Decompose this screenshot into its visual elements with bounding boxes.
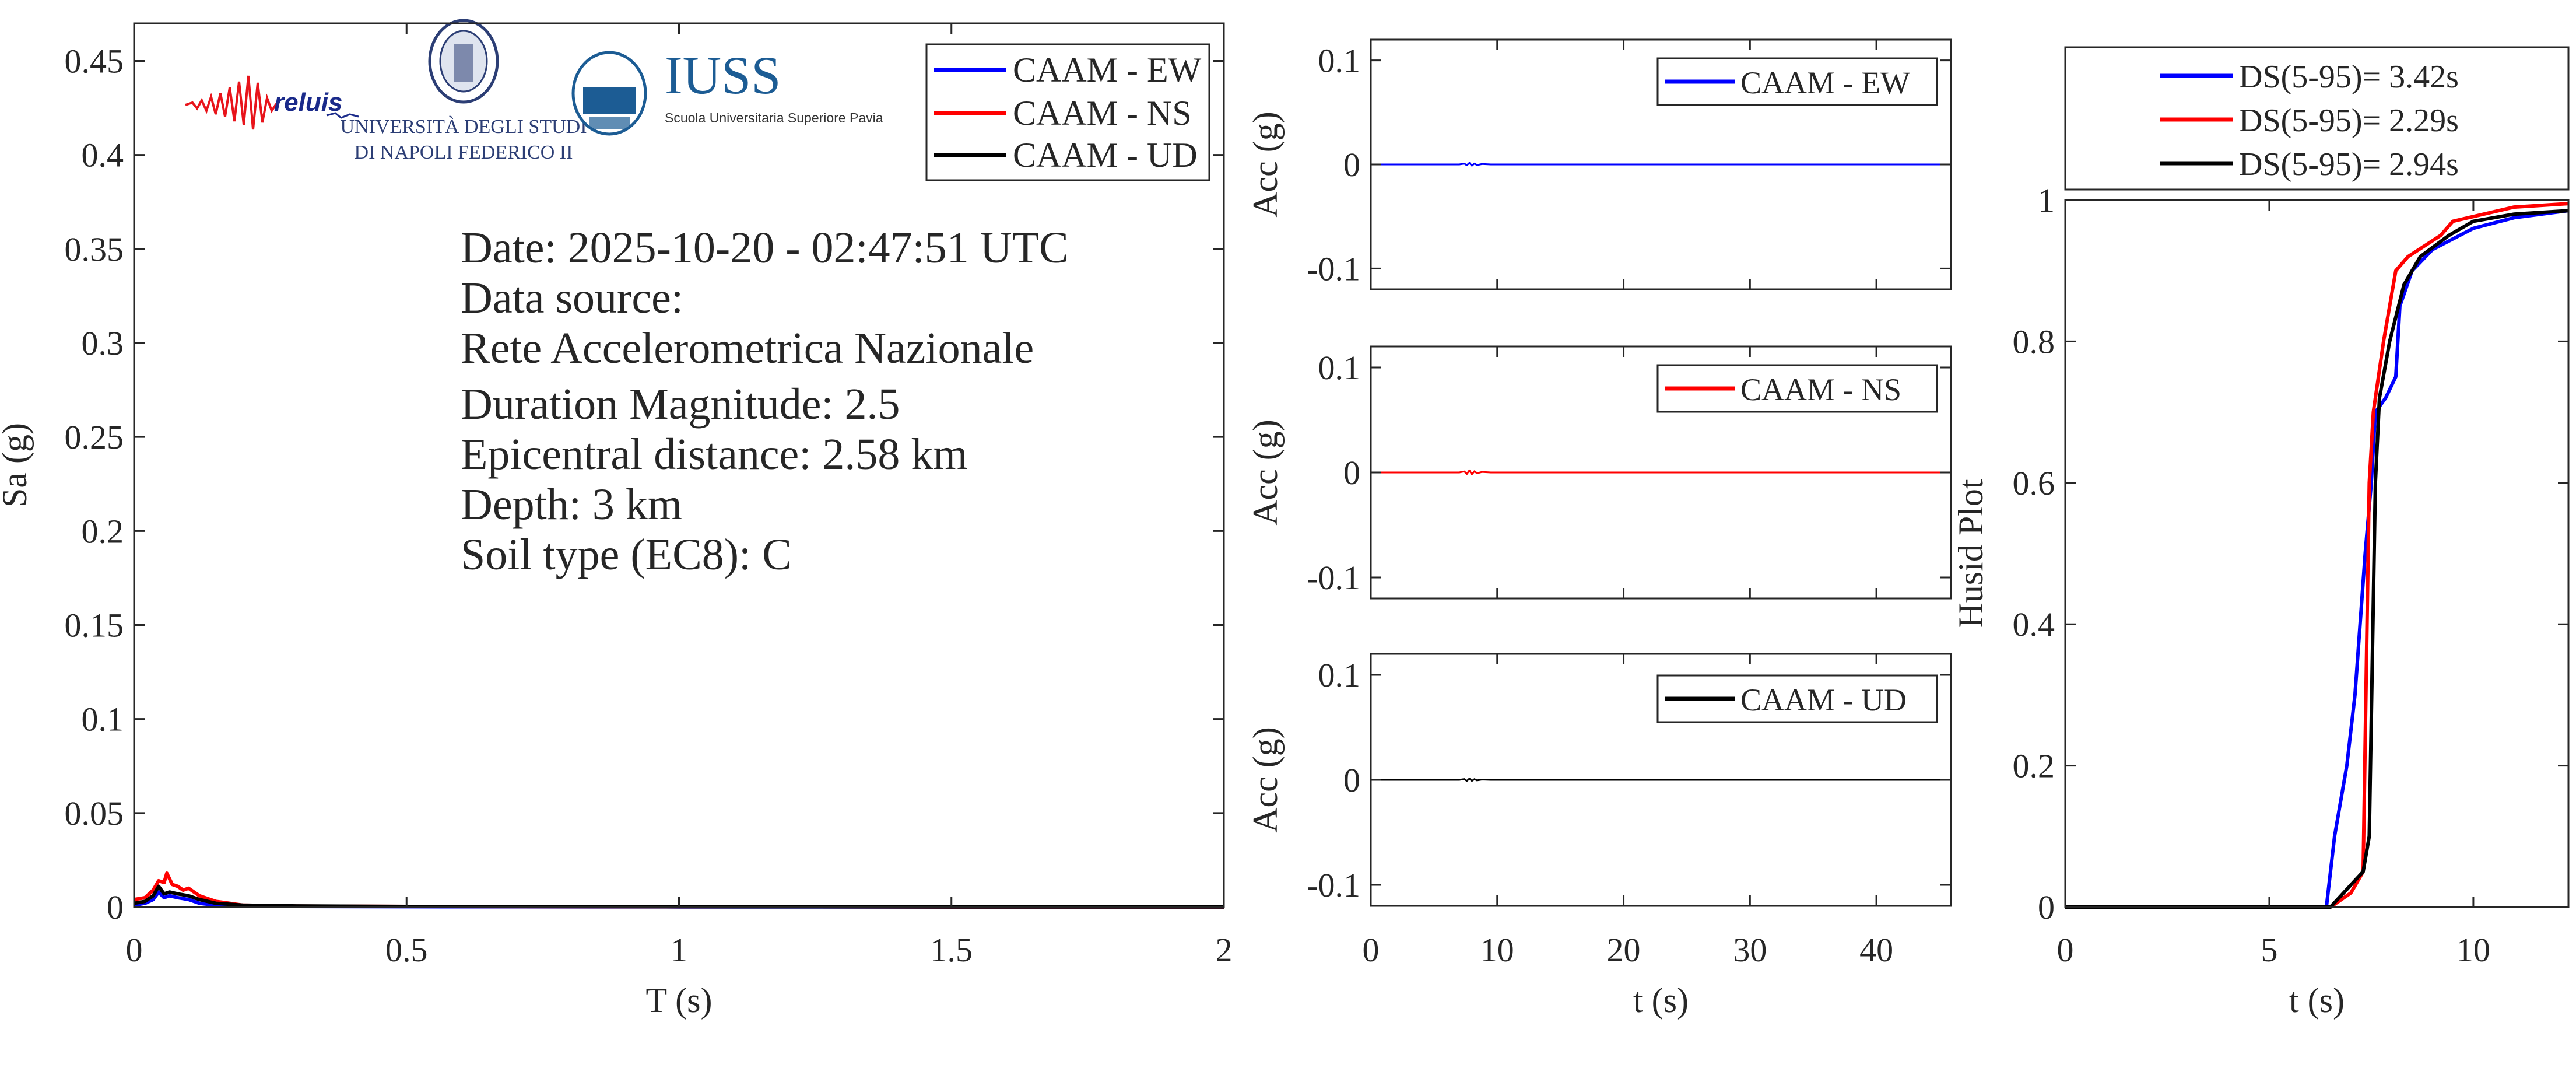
legend-label: DS(5-95)= 2.29s [2239,103,2459,139]
plots: 0 0.5 1 1.5 200.050.10.150.20.250.30.350.40.… [0,22,2570,1020]
y-tick-label: 0.25 [65,418,124,456]
x-axis-label: t (s) [2289,981,2345,1020]
legend: CAAM - NS [1656,364,1938,413]
chart-1: -0.1 0 0.1 Acc (g) CAAM - EW [1246,38,1952,290]
legend-box [2064,46,2570,191]
legend: CAAM - EW CAAM - NS CAAM - UD [925,43,1210,181]
x-tick-label: 0 [126,931,143,969]
y-tick-label: 0.3 [82,324,124,362]
chart-2: -0.1 0 0.1 Acc (g) CAAM - NS [1246,345,1952,600]
unina-line1: UNIVERSITÀ DEGLI STUDI [340,116,587,138]
legend-label: DS(5-95)= 2.94s [2239,146,2459,183]
y-tick-label: 0 [2038,888,2055,926]
legend-label: CAAM - UD [1013,136,1198,174]
info-line: Data source: [461,274,683,323]
reluis-underline [326,112,359,119]
y-tick-label: 0 [107,888,124,926]
y-tick-label: 0.1 [1318,656,1361,694]
legend: CAAM - UD [1656,674,1938,723]
x-tick-label: 2 [1216,931,1233,969]
iuss-subtitle: Scuola Universitaria Superiore Pavia [665,110,883,125]
y-tick-label: 0.05 [65,794,124,832]
y-tick-label: 0 [1343,761,1360,799]
reluis-wordmark: reluis [274,88,342,117]
y-tick-label: 0.15 [65,606,124,644]
x-tick-label: 30 [1733,931,1767,969]
y-tick-label: -0.1 [1307,250,1360,288]
series-line [1371,778,1951,782]
y-tick-label: 0.4 [2013,605,2055,643]
legend-label: CAAM - EW [1740,65,1910,100]
unina-logo: UNIVERSITÀ DEGLI STUDI DI NAPOLI FEDERIC… [340,19,587,163]
legend-label: DS(5-95)= 3.42s [2239,59,2459,95]
x-tick-label: 1 [671,931,687,969]
series-line [1371,162,1951,167]
series-line [2065,209,2569,909]
series-line [1371,469,1951,475]
reluis-logo: reluis [185,75,359,130]
y-tick-label: -0.1 [1307,866,1360,904]
x-axis-label: T (s) [646,981,713,1020]
reluis-seismogram [185,75,278,130]
info-line: Depth: 3 km [461,480,682,529]
y-tick-label: 0 [1343,146,1360,184]
x-tick-label: 1.5 [931,931,973,969]
x-tick-label: 0 [2057,931,2074,969]
iuss-logo: IUSS Scuola Universitaria Superiore Pavi… [571,45,883,136]
iuss-title: IUSS [665,45,781,105]
y-axis-label: Acc (g) [1246,419,1285,526]
y-tick-label: -0.1 [1307,559,1360,597]
y-tick-label: 0.1 [82,701,124,738]
y-tick-label: 0.8 [2013,323,2055,360]
info-line: Rete Accelerometrica Nazionale [461,324,1034,373]
info-line: Soil type (EC8): C [461,530,792,579]
chart-0: 0 0.5 1 1.5 2 0 0.05 0.1 0.15 0.2 0.25 0.3 0.35 0.4 0.… [0,22,1233,1020]
info-line: Duration Magnitude: 2.5 [461,380,900,429]
y-axis-label: Acc (g) [1246,727,1285,833]
y-tick-label: 0.45 [65,42,124,80]
y-axis-label: Sa (g) [0,423,34,507]
y-tick-label: 0.35 [65,230,124,268]
x-axis-label: t (s) [1633,981,1689,1020]
legend: CAAM - EW [1656,57,1938,106]
info-line: Date: 2025-10-20 - 02:47:51 UTC [461,223,1069,272]
x-tick-label: 20 [1607,931,1641,969]
y-tick-label: 0.1 [1318,42,1361,80]
x-tick-label: 10 [2456,931,2490,969]
x-tick-label: 10 [1480,931,1514,969]
series-line [2065,202,2569,909]
y-axis-label: Husid Plot [1952,479,1990,628]
legend-label: CAAM - UD [1740,682,1907,717]
y-tick-label: 1 [2038,181,2055,219]
legend-label: CAAM - EW [1013,51,1202,89]
info-line: Epicentral distance: 2.58 km [461,430,968,479]
y-tick-label: 0.2 [82,512,124,550]
y-tick-label: 0.2 [2013,747,2055,785]
y-axis-label: Acc (g) [1246,111,1285,218]
x-tick-label: 0 [1363,931,1380,969]
y-tick-label: 0.1 [1318,349,1361,387]
legend: DS(5-95)= 3.42s DS(5-95)= 2.29s DS(5-95)= … [2064,46,2570,191]
axes-box [2064,199,2570,908]
x-tick-label: 0.5 [385,931,428,969]
x-tick-label: 5 [2261,931,2277,969]
legend-label: CAAM - NS [1013,94,1192,132]
chart-4: 0 5 10 0 0.2 0.4 0.6 0.8 1 t (s) Husid Plot DS(5-95… [1952,46,2570,1020]
y-tick-label: 0 [1343,454,1360,492]
legend-label: CAAM - NS [1740,372,1901,407]
unina-line2: DI NAPOLI FEDERICO II [355,142,573,163]
x-tick-label: 40 [1859,931,1893,969]
y-tick-label: 0.6 [2013,464,2055,502]
y-tick-label: 0.4 [82,136,124,174]
chart-3: 0 10 20 30 40-0.100.1t (s)Acc (g)CAAM - UD [1246,653,1952,1020]
